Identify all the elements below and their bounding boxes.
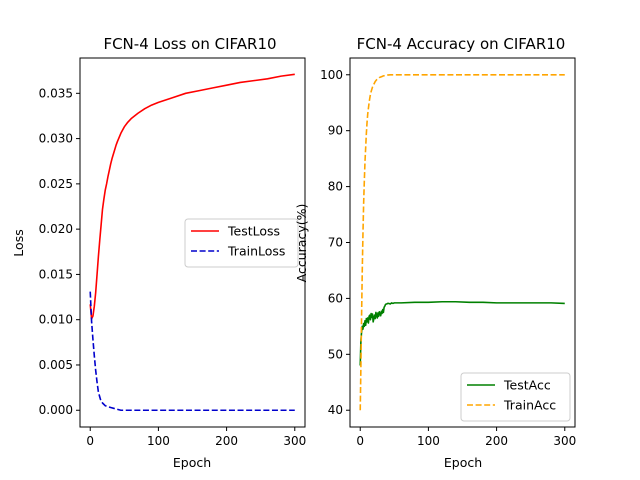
y-tick-label: 0.015 bbox=[39, 267, 73, 281]
y-tick-label: 0.000 bbox=[39, 403, 73, 417]
accuracy-plot-area bbox=[359, 73, 565, 411]
loss-legend: TestLoss TrainLoss bbox=[184, 218, 299, 268]
trainacc-series-line bbox=[359, 73, 565, 411]
x-tick-label: 0 bbox=[356, 434, 364, 448]
y-tick-label: 100 bbox=[320, 68, 343, 82]
x-tick-label: 100 bbox=[147, 434, 170, 448]
loss-chart: FCN-4 Loss on CIFAR10 Epoch Loss 0 100 200… bbox=[11, 35, 306, 470]
loss-y-axis-label: Loss bbox=[11, 229, 26, 256]
loss-axes-frame bbox=[79, 57, 306, 428]
y-tick-label: 0.010 bbox=[39, 313, 73, 327]
x-tick-label: 300 bbox=[553, 434, 576, 448]
x-tick-label: 200 bbox=[215, 434, 238, 448]
y-tick-label: 0.020 bbox=[39, 222, 73, 236]
accuracy-ticks: 0 100 200 300 40 50 60 70 80 90 100 bbox=[320, 68, 576, 448]
accuracy-y-axis-label: Accuracy(%) bbox=[294, 204, 309, 283]
legend-label: TrainAcc bbox=[503, 398, 556, 413]
legend-label: TestLoss bbox=[227, 224, 280, 239]
y-tick-label: 0.005 bbox=[39, 358, 73, 372]
accuracy-axes-frame bbox=[349, 57, 576, 428]
x-tick-label: 100 bbox=[417, 434, 440, 448]
trainloss-series-line bbox=[89, 291, 295, 412]
loss-plot-area bbox=[89, 73, 295, 412]
testloss-series-line bbox=[89, 73, 295, 320]
x-tick-label: 300 bbox=[283, 434, 306, 448]
accuracy-chart: FCN-4 Accuracy on CIFAR10 Epoch Accuracy… bbox=[294, 35, 576, 470]
y-tick-label: 50 bbox=[328, 347, 343, 361]
y-tick-label: 60 bbox=[328, 291, 343, 305]
accuracy-x-axis-label: Epoch bbox=[444, 455, 482, 470]
loss-chart-title: FCN-4 Loss on CIFAR10 bbox=[103, 35, 276, 53]
y-tick-label: 90 bbox=[328, 124, 343, 138]
legend-label: TrainLoss bbox=[227, 244, 285, 259]
loss-ticks: 0 100 200 300 0.000 0.005 0.010 0.015 0.020 0.025… bbox=[39, 86, 307, 448]
legend-label: TestAcc bbox=[503, 378, 551, 393]
y-tick-label: 0.035 bbox=[39, 86, 73, 100]
x-tick-label: 0 bbox=[86, 434, 94, 448]
testacc-series-line bbox=[359, 300, 565, 366]
accuracy-legend: TestAcc TrainAcc bbox=[460, 372, 571, 422]
y-tick-label: 0.025 bbox=[39, 177, 73, 191]
x-tick-label: 200 bbox=[485, 434, 508, 448]
y-tick-label: 80 bbox=[328, 180, 343, 194]
loss-x-axis-label: Epoch bbox=[173, 455, 211, 470]
y-tick-label: 70 bbox=[328, 236, 343, 250]
y-tick-label: 0.030 bbox=[39, 132, 73, 146]
y-tick-label: 40 bbox=[328, 403, 343, 417]
accuracy-chart-title: FCN-4 Accuracy on CIFAR10 bbox=[357, 35, 566, 53]
